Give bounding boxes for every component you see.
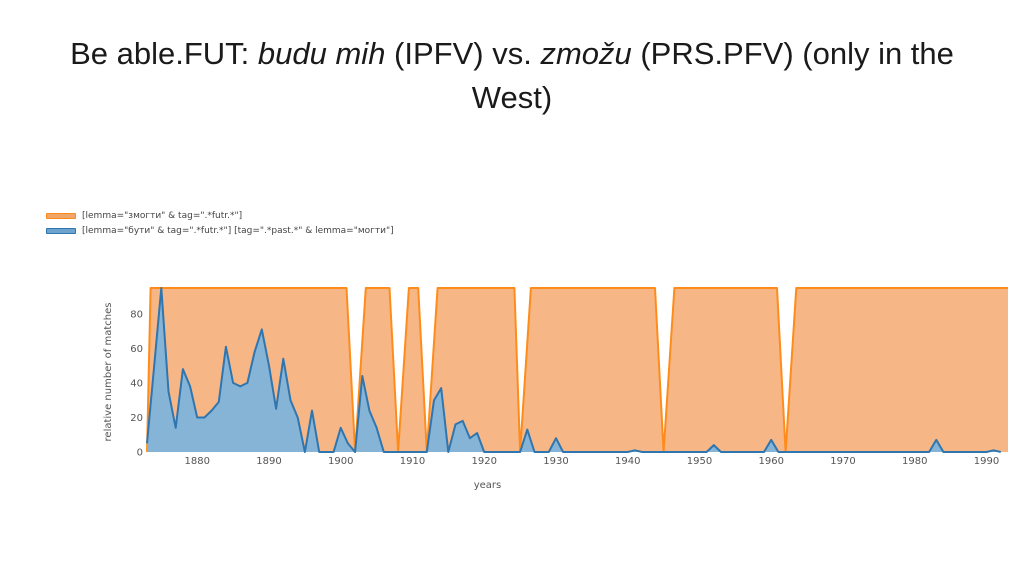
series-blue-line (146, 287, 1002, 453)
plot-area (146, 287, 1008, 453)
legend-swatch-blue (46, 227, 76, 234)
series-orange-line (146, 287, 1008, 453)
axes: 1880 1890 1900 1910 1920 1930 1940 1950 1960 1970… (103, 303, 999, 491)
y-tick-label: 40 (130, 378, 143, 389)
title-part: Be able.FUT: (70, 36, 258, 71)
legend-label: [lemma="змогти" & tag=".*futr.*"] (82, 210, 243, 221)
y-tick-label: 80 (130, 309, 143, 320)
y-axis-title: relative number of matches (103, 303, 114, 442)
x-tick-label: 1900 (328, 456, 353, 467)
legend-item-blue[interactable]: [lemma="бути" & tag=".*futr.*"] [tag=".*… (46, 223, 394, 238)
x-tick-label: 1930 (543, 456, 568, 467)
y-tick-label: 60 (130, 344, 143, 355)
title-part-italic: zmožu (540, 36, 632, 71)
y-tick-label: 20 (130, 413, 143, 424)
title-part-italic: budu mih (257, 36, 386, 71)
x-tick-label: 1960 (758, 456, 783, 467)
chart-legend: [lemma="змогти" & tag=".*futr.*"] [lemma… (46, 208, 394, 238)
x-tick-label: 1940 (615, 456, 640, 467)
x-tick-label: 1990 (974, 456, 999, 467)
series-blue-area (147, 288, 1001, 452)
x-axis-title: years (474, 480, 502, 491)
x-tick-label: 1920 (471, 456, 496, 467)
x-tick-label: 1950 (687, 456, 712, 467)
legend-swatch-orange (46, 212, 76, 219)
title-part: (IPFV) vs. (385, 36, 541, 71)
legend-label: [lemma="бути" & tag=".*futr.*"] [tag=".*… (82, 225, 394, 236)
x-tick-label: 1890 (256, 456, 281, 467)
slide-title: Be able.FUT: budu mih (IPFV) vs. zmožu (… (40, 32, 984, 120)
x-tick-label: 1910 (400, 456, 425, 467)
title-part: (PRS.PFV) (only in the West) (471, 36, 954, 115)
x-tick-label: 1980 (902, 456, 927, 467)
legend-item-orange[interactable]: [lemma="змогти" & tag=".*futr.*"] (46, 208, 394, 223)
y-tick-label: 0 (137, 448, 143, 459)
x-tick-label: 1880 (184, 456, 209, 467)
x-tick-label: 1970 (830, 456, 855, 467)
